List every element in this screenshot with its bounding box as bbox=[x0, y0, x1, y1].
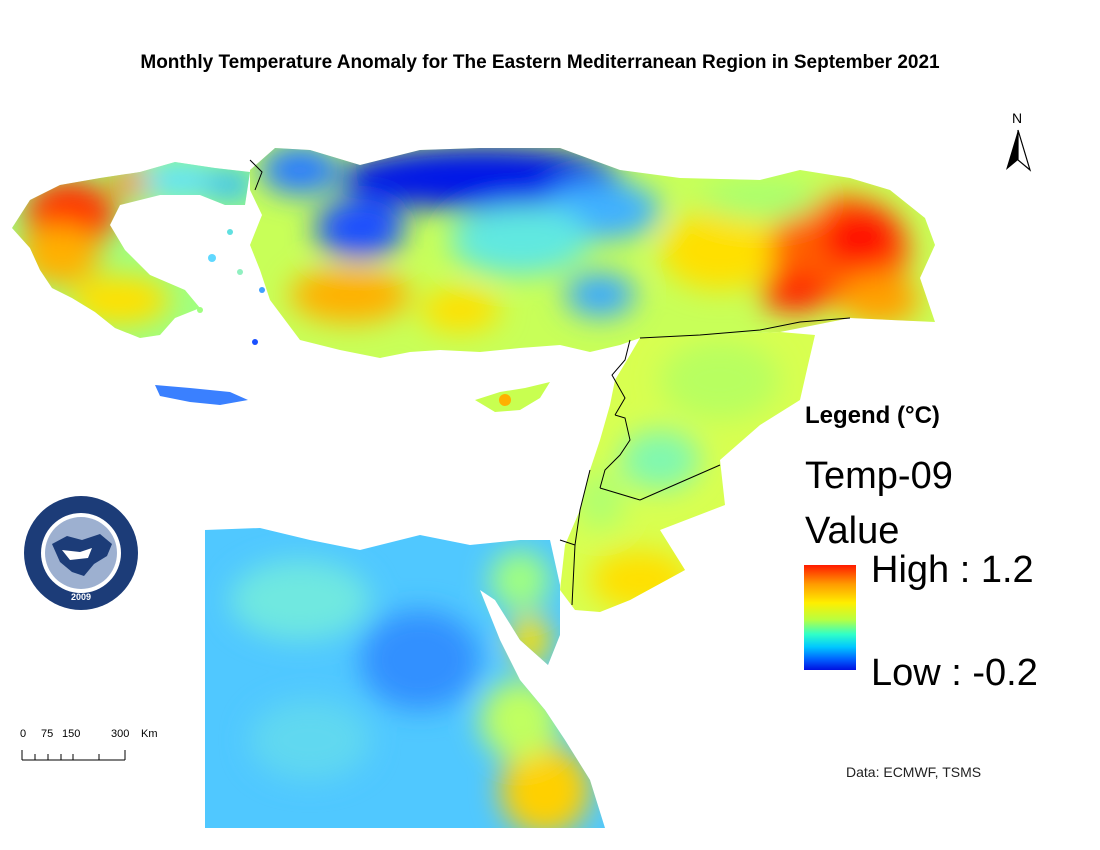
north-arrow-icon bbox=[1006, 129, 1032, 172]
greece-anomaly-field bbox=[12, 162, 250, 338]
logo-year: 2009 bbox=[71, 592, 91, 602]
legend-heading: Legend (°C) bbox=[805, 402, 940, 429]
map-title: Monthly Temperature Anomaly for The East… bbox=[140, 52, 940, 73]
scale-label: Km bbox=[141, 728, 158, 740]
scale-label: 300 bbox=[111, 728, 130, 740]
legend-layer-name: Temp-09 bbox=[805, 455, 953, 497]
scale-bar-ticks bbox=[21, 750, 126, 761]
north-label: N bbox=[1012, 110, 1023, 126]
levant-anomaly-field bbox=[560, 332, 815, 612]
turkey-anomaly-field bbox=[250, 148, 935, 358]
emcc-logo: 2009 bbox=[24, 496, 138, 610]
legend-low-label: Low : -0.2 bbox=[871, 652, 1038, 694]
scale-label: 150 bbox=[62, 728, 81, 740]
data-credit: Data: ECMWF, TSMS bbox=[846, 764, 982, 780]
legend-color-ramp bbox=[804, 565, 856, 670]
country-borders bbox=[249, 159, 851, 606]
scale-label: 75 bbox=[41, 728, 54, 740]
scale-bar: 0 75 150 300 Km bbox=[18, 728, 158, 768]
legend-field-name: Value bbox=[805, 510, 900, 552]
scale-label: 0 bbox=[20, 728, 27, 740]
islands bbox=[155, 229, 550, 412]
egypt-anomaly-field bbox=[205, 528, 605, 828]
legend-high-label: High : 1.2 bbox=[871, 549, 1034, 591]
